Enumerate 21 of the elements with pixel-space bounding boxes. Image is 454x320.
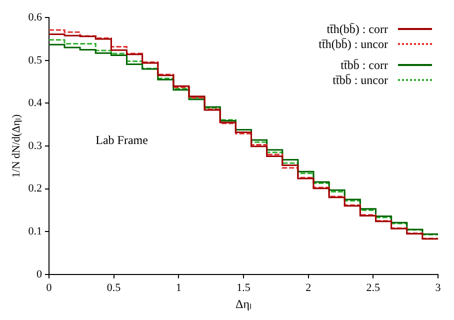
legend-label: tt̄bb̄ : uncor [332,72,388,88]
legend-label: tt̄bb̄ : corr [340,58,388,73]
y-tick-label: 0.5 [28,54,42,66]
x-tick-label: 3 [435,282,442,294]
x-tick-label: 1 [176,282,182,294]
legend-label: tt̄h(bb̄) : uncor [318,36,388,52]
y-axis-title: 1/N dN/d(Δηₗ) [10,114,22,178]
y-tick-label: 0.3 [28,140,42,152]
x-axis-title: Δηₗ [235,296,252,311]
annotation: Lab Frame [96,133,148,148]
y-tick-label: 0.4 [28,97,42,110]
x-tick-label: 2.5 [366,282,381,294]
y-tick-label: 0 [36,268,42,280]
x-tick-label: 0.5 [106,282,122,294]
x-tick-label: 1.5 [236,282,251,294]
x-tick-label: 0 [46,282,52,294]
x-tick-label: 2 [306,282,312,294]
y-tick-label: 0.6 [28,11,42,24]
y-tick-label: 0.2 [28,182,42,195]
legend-label: tt̄h(bb̄) : corr [326,22,388,37]
y-tick-label: 0.1 [28,225,42,238]
